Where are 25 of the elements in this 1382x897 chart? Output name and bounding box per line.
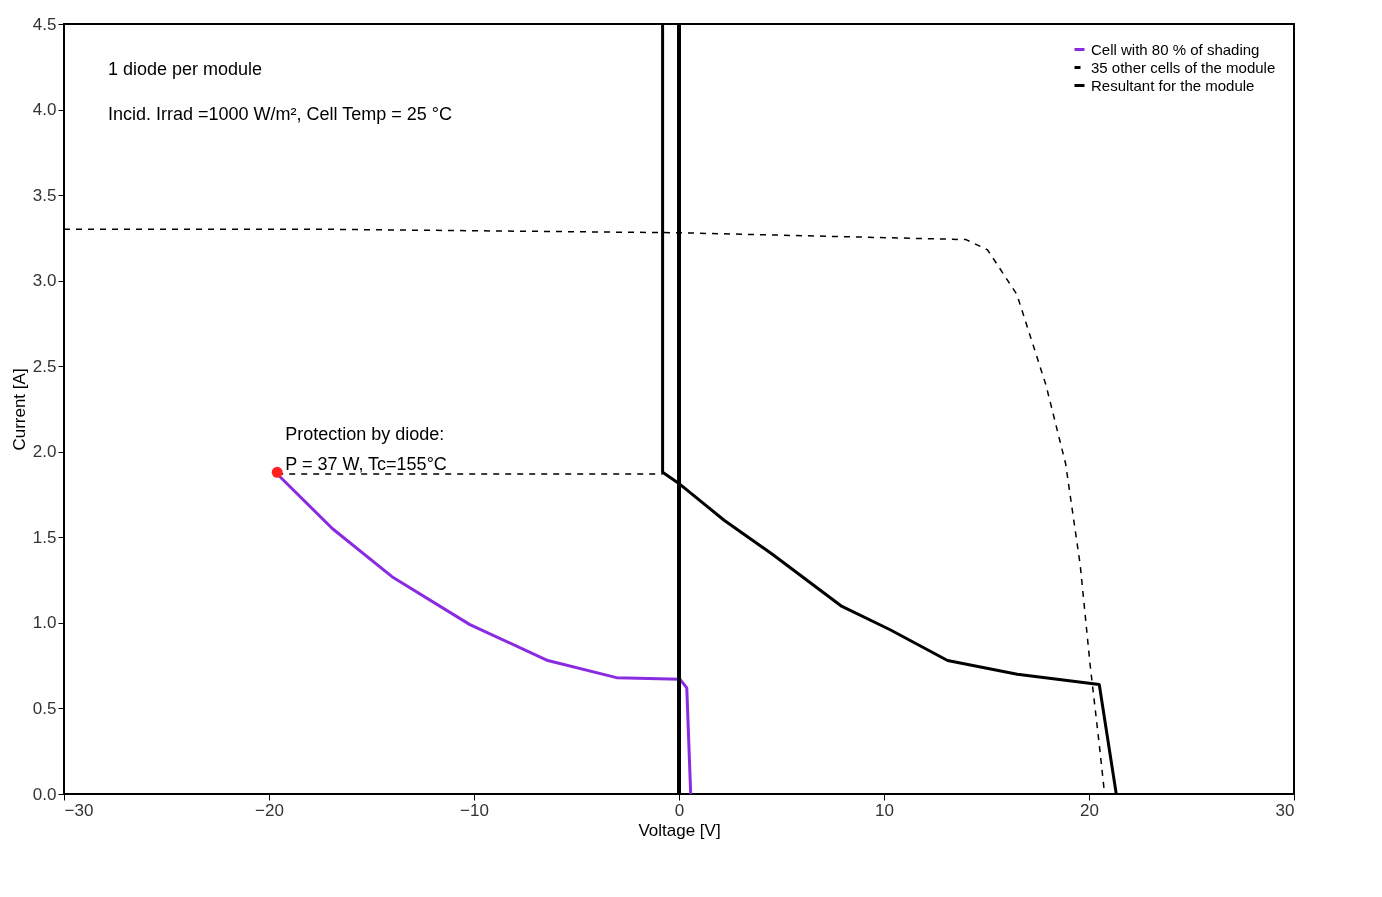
y-tick-label: 2.0 bbox=[32, 442, 57, 462]
y-tick-label: 4.0 bbox=[32, 100, 57, 120]
annotation: Protection by diode: P = 37 W, Tc=155°C bbox=[285, 424, 447, 475]
x-tick-label: −20 bbox=[255, 800, 284, 820]
x-axis-title: Voltage [V] bbox=[638, 820, 721, 840]
y-tick-label: 3.0 bbox=[32, 271, 57, 291]
annotation: Incid. Irrad =1000 W/m², Cell Temp = 25 °C bbox=[108, 104, 453, 124]
legend-label: 35 other cells of the module bbox=[1091, 58, 1276, 76]
y-tick-label: 2.5 bbox=[32, 356, 57, 376]
y-tick-label: 0.5 bbox=[32, 698, 57, 718]
y-tick-label: 1.5 bbox=[32, 527, 57, 547]
x-tick-label: 0 bbox=[674, 800, 685, 820]
x-tick-label: 20 bbox=[1080, 800, 1099, 820]
x-tick-label: −10 bbox=[460, 800, 489, 820]
y-axis-title: Current [A] bbox=[9, 368, 29, 451]
x-tick-label: −30 bbox=[64, 800, 94, 820]
x-tick-label: 30 bbox=[1275, 800, 1295, 820]
annotation: 1 diode per module bbox=[108, 59, 263, 79]
y-tick-label: 4.5 bbox=[32, 14, 57, 34]
legend-label: Cell with 80 % of shading bbox=[1091, 40, 1260, 58]
y-tick-label: 1.0 bbox=[32, 613, 57, 633]
y-tick-label: 0.0 bbox=[32, 784, 57, 804]
legend-label: Resultant for the module bbox=[1091, 76, 1255, 94]
y-tick-label: 3.5 bbox=[32, 185, 57, 205]
x-tick-label: 10 bbox=[875, 800, 894, 820]
